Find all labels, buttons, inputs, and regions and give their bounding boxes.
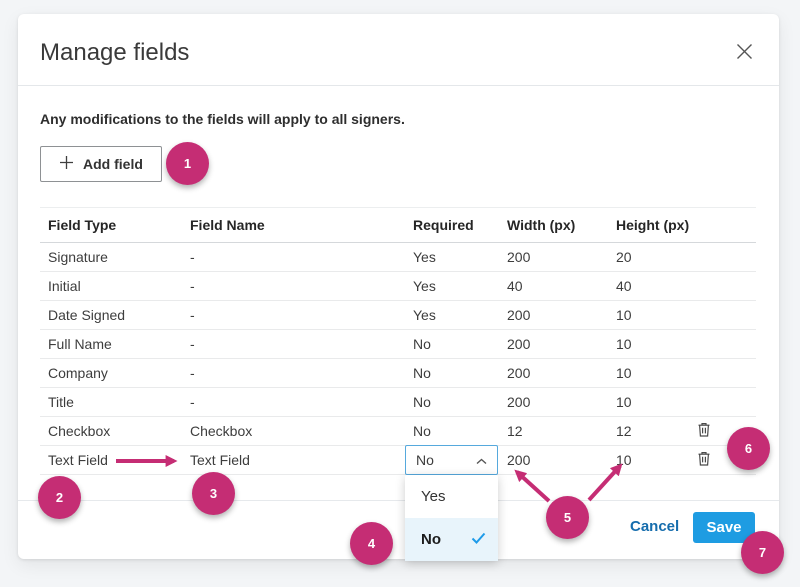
cell-field-name: -	[190, 336, 195, 352]
header-field-type: Field Type	[48, 217, 117, 233]
cell-height: 40	[616, 278, 632, 294]
annotation-badge-7: 7	[741, 531, 784, 574]
table-row: Company - No 200 10	[40, 359, 756, 388]
table-row: Title - No 200 10	[40, 388, 756, 417]
cell-required: Yes	[413, 249, 436, 265]
cancel-button[interactable]: Cancel	[630, 518, 680, 535]
cell-field-type: Checkbox	[48, 423, 111, 439]
header-field-name: Field Name	[190, 217, 265, 233]
option-no-label: No	[421, 531, 441, 548]
check-icon	[471, 531, 486, 548]
table-header-row: Field Type Field Name Required Width (px…	[40, 207, 756, 243]
cell-height: 10	[616, 452, 632, 468]
cell-required: No	[413, 394, 431, 410]
dropdown-option-no[interactable]: No	[405, 518, 498, 561]
cell-height: 10	[616, 307, 632, 323]
option-yes-label: Yes	[421, 488, 446, 505]
cell-width: 200	[507, 307, 531, 323]
cell-field-type: Text Field	[48, 452, 108, 468]
table-row: Full Name - No 200 10	[40, 330, 756, 359]
cell-height: 10	[616, 336, 632, 352]
cell-height: 10	[616, 365, 632, 381]
save-button[interactable]: Save	[693, 512, 755, 543]
chevron-up-icon	[476, 452, 487, 468]
cell-required: No Yes No	[405, 445, 507, 561]
trash-icon	[696, 450, 712, 470]
cell-field-type: Title	[48, 394, 74, 410]
cell-height: 12	[616, 423, 632, 439]
cell-width: 200	[507, 394, 531, 410]
cell-field-name: Text Field	[190, 452, 250, 468]
annotation-badge-6: 6	[727, 427, 770, 470]
table-row: Checkbox Checkbox No 12 12	[40, 417, 756, 446]
cell-required: No	[413, 365, 431, 381]
add-field-label: Add field	[83, 156, 143, 172]
required-select[interactable]: No	[405, 445, 498, 475]
cell-field-name: -	[190, 394, 195, 410]
cell-width: 12	[507, 423, 523, 439]
cell-width: 200	[507, 452, 531, 468]
cell-width: 200	[507, 336, 531, 352]
delete-field-button[interactable]	[696, 450, 712, 470]
dialog-title: Manage fields	[40, 39, 190, 66]
plus-icon	[59, 155, 74, 173]
header-width: Width (px)	[507, 217, 576, 233]
table-row: Signature - Yes 200 20	[40, 243, 756, 272]
annotation-badge-5: 5	[546, 496, 589, 539]
cell-width: 40	[507, 278, 523, 294]
cell-field-type: Full Name	[48, 336, 112, 352]
cell-field-type: Date Signed	[48, 307, 126, 323]
cell-field-name: -	[190, 365, 195, 381]
cell-width: 200	[507, 365, 531, 381]
required-dropdown-menu: Yes No	[405, 475, 498, 561]
trash-icon	[696, 421, 712, 441]
annotation-badge-2: 2	[38, 476, 81, 519]
dropdown-option-yes[interactable]: Yes	[405, 475, 498, 518]
cell-field-type: Initial	[48, 278, 81, 294]
cell-field-name: -	[190, 249, 195, 265]
header-divider	[18, 85, 779, 86]
cell-height: 10	[616, 394, 632, 410]
annotation-badge-3: 3	[192, 472, 235, 515]
footer-divider	[18, 500, 779, 501]
cell-field-name: -	[190, 307, 195, 323]
required-select-value: No	[416, 452, 434, 468]
dialog-description: Any modifications to the fields will app…	[40, 111, 405, 127]
cell-field-type: Company	[48, 365, 108, 381]
cell-width: 200	[507, 249, 531, 265]
close-button[interactable]	[734, 43, 754, 63]
table-row: Date Signed - Yes 200 10	[40, 301, 756, 330]
cell-field-name: Checkbox	[190, 423, 253, 439]
fields-table: Field Type Field Name Required Width (px…	[40, 207, 756, 561]
cell-field-name: -	[190, 278, 195, 294]
cell-field-type: Signature	[48, 249, 108, 265]
annotation-badge-4: 4	[350, 522, 393, 565]
table-row: Text Field Text Field No Yes N	[40, 445, 756, 561]
header-height: Height (px)	[616, 217, 690, 233]
delete-field-button[interactable]	[696, 421, 712, 441]
header-required: Required	[413, 217, 474, 233]
annotation-badge-1: 1	[166, 142, 209, 185]
add-field-button[interactable]: Add field	[40, 146, 162, 182]
cell-required: Yes	[413, 307, 436, 323]
cell-height: 20	[616, 249, 632, 265]
cell-required: No	[413, 336, 431, 352]
close-icon	[736, 43, 753, 63]
cell-required: No	[413, 423, 431, 439]
table-row: Initial - Yes 40 40	[40, 272, 756, 301]
cell-required: Yes	[413, 278, 436, 294]
manage-fields-dialog: Manage fields Any modifications to the f…	[18, 14, 779, 561]
